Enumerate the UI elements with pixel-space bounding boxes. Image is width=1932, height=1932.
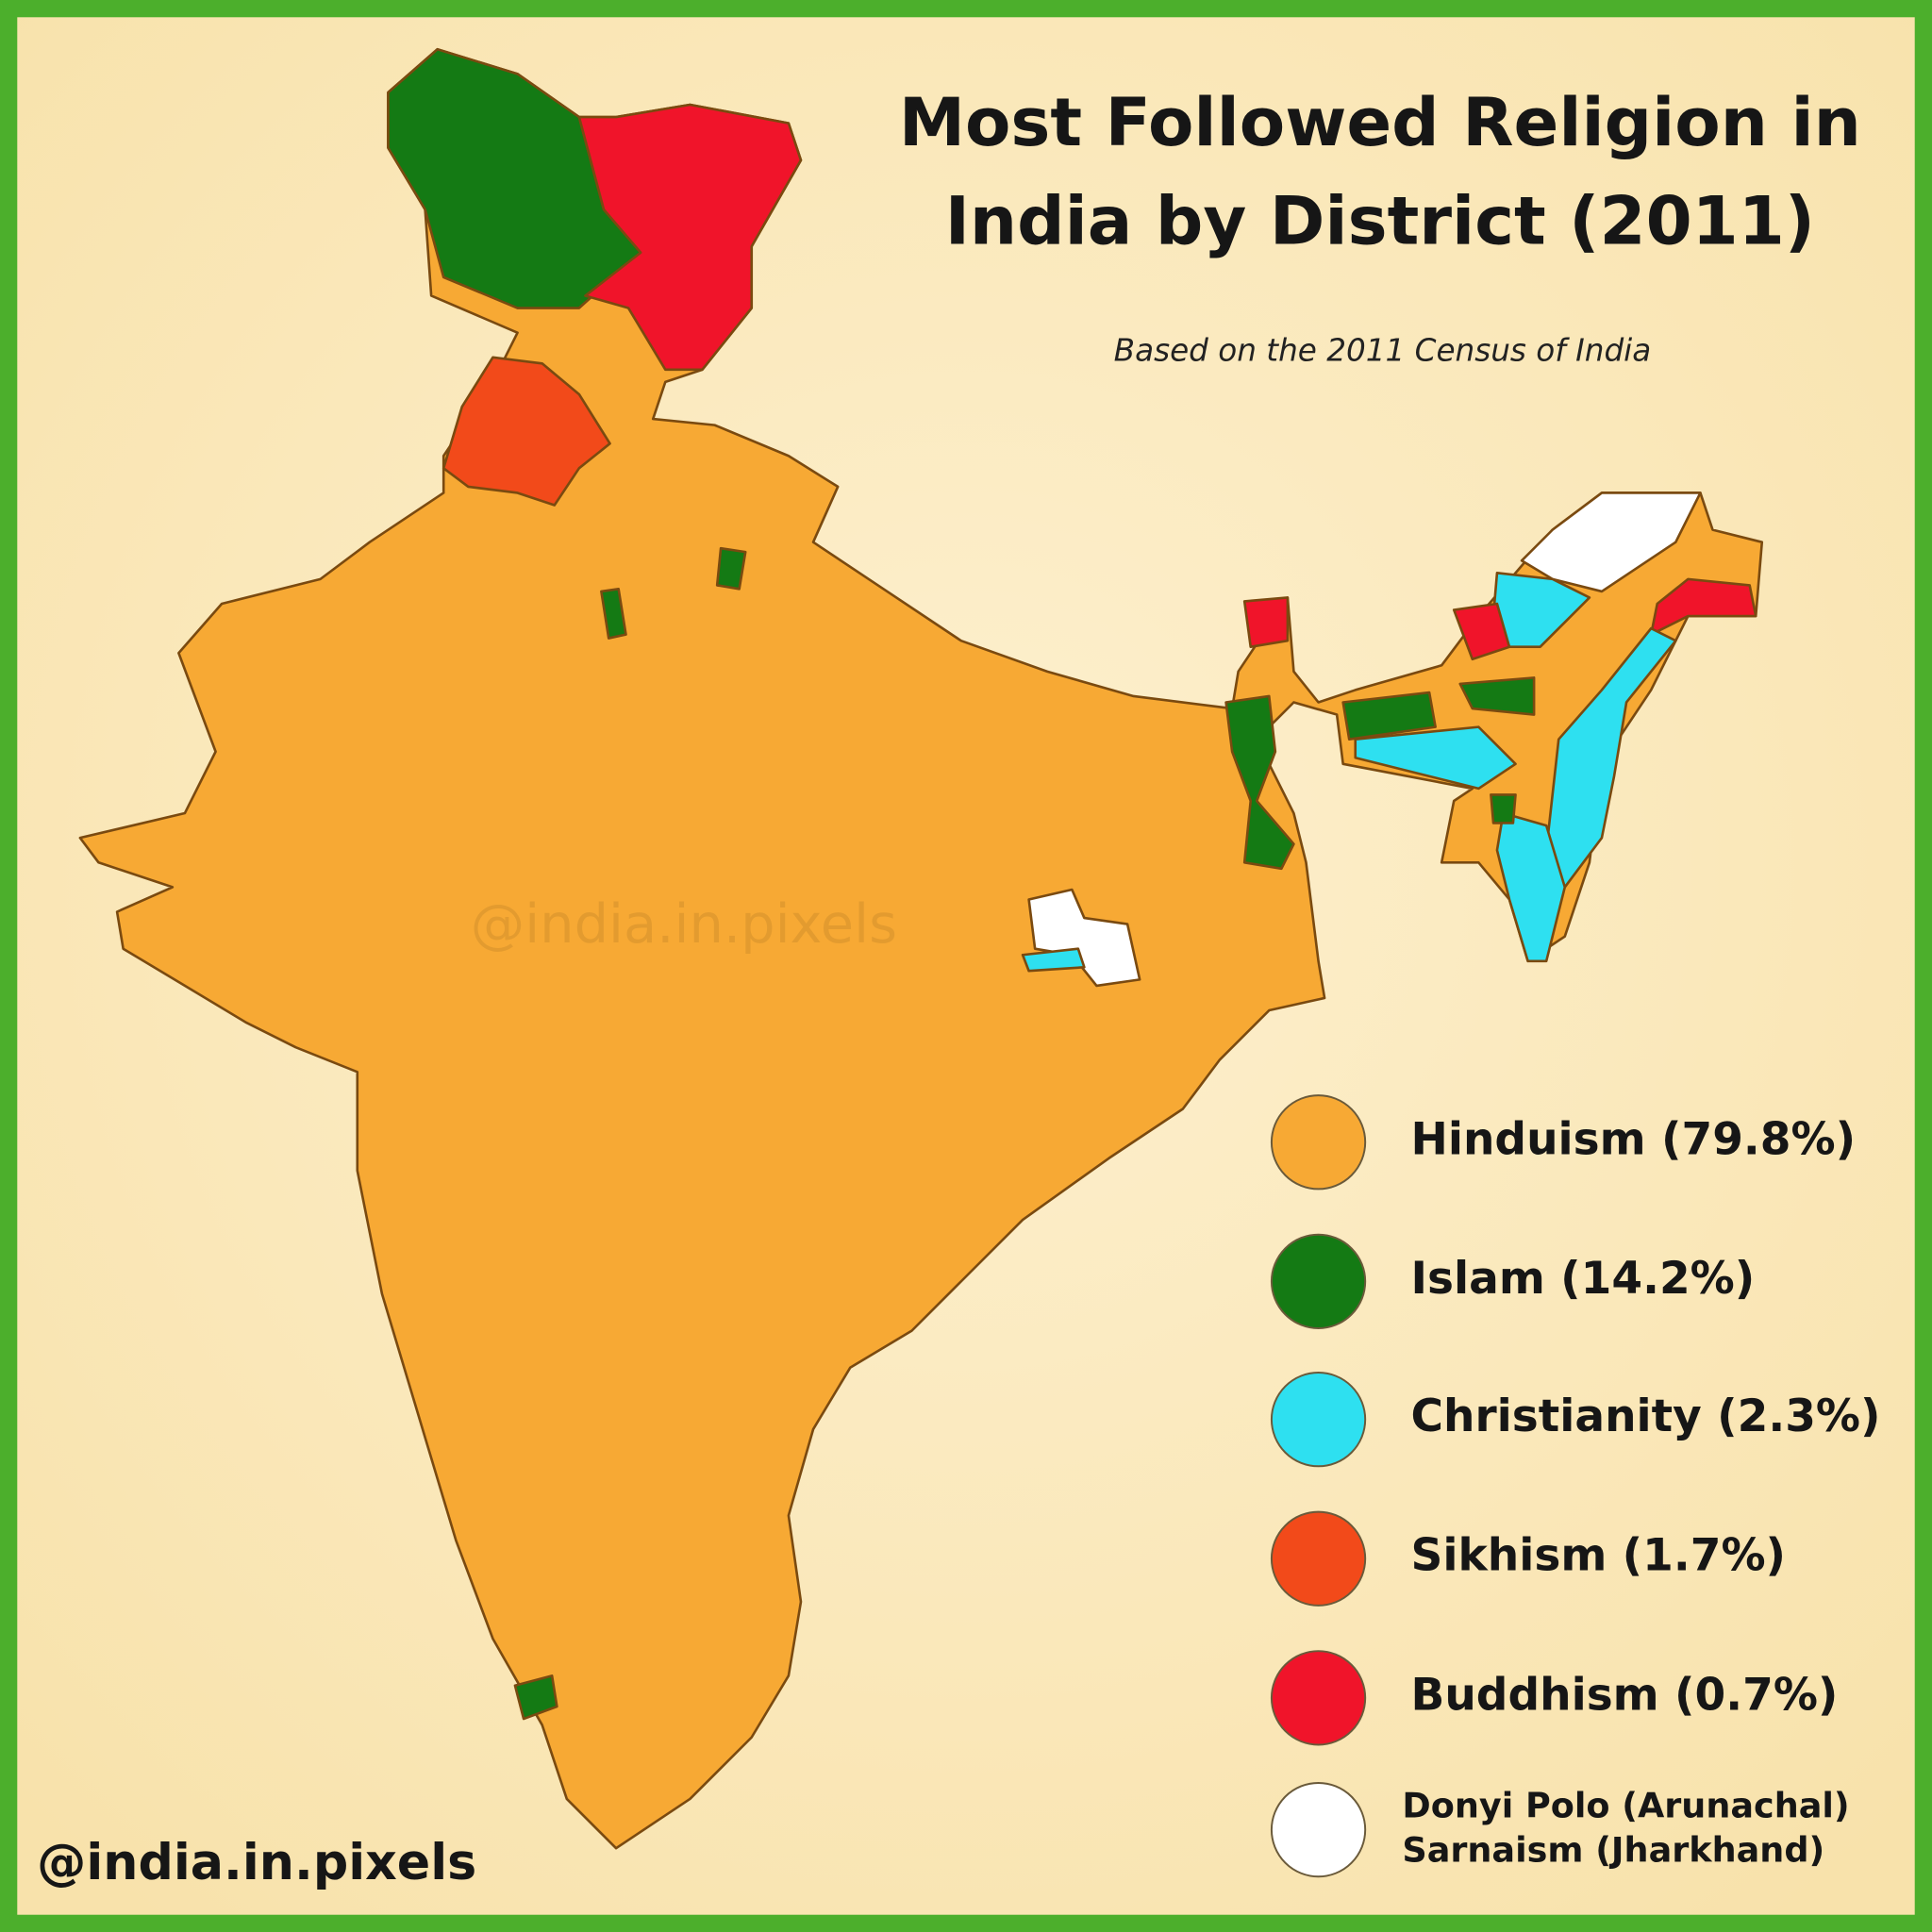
punjab xyxy=(441,356,611,507)
legend-label: Christianity (2.3%) xyxy=(1411,1391,1881,1442)
legend-label: Islam (14.2%) xyxy=(1411,1253,1756,1305)
legend-label: Donyi Polo (Arunachal) xyxy=(1402,1786,1849,1826)
subtitle: Based on the 2011 Census of India xyxy=(1114,333,1652,369)
rampur xyxy=(715,546,747,591)
legend-swatch xyxy=(1270,1233,1367,1329)
legend: Hinduism (79.8%) Islam (14.2%) Christianit… xyxy=(1270,1094,1881,1878)
india-map xyxy=(78,47,1764,1850)
watermark: @india.in.pixels xyxy=(471,892,897,956)
legend-label: Buddhism (0.7%) xyxy=(1411,1669,1839,1721)
tawang xyxy=(1452,602,1511,661)
legend-label: Hinduism (79.8%) xyxy=(1411,1113,1857,1165)
lower-assam xyxy=(1341,691,1437,741)
karimganj xyxy=(1490,793,1517,824)
legend-swatch xyxy=(1270,1510,1367,1607)
credit: @india.in.pixels xyxy=(37,1835,476,1891)
west-bengal-border xyxy=(1224,694,1295,871)
ladakh xyxy=(577,103,803,372)
legend-swatch xyxy=(1270,1094,1367,1191)
changlang xyxy=(1649,577,1757,636)
mizoram xyxy=(1495,811,1567,963)
legend-swatch xyxy=(1270,1372,1367,1468)
malappuram xyxy=(513,1674,558,1721)
legend-swatch xyxy=(1270,1781,1367,1878)
legend-label: Sarnaism (Jharkhand) xyxy=(1402,1830,1824,1871)
central-assam xyxy=(1458,676,1536,716)
arunachal xyxy=(1520,491,1702,593)
mewat xyxy=(600,588,627,640)
meghalaya xyxy=(1354,725,1517,791)
title-line: India by District (2011) xyxy=(945,183,1815,260)
sikkim xyxy=(1242,596,1290,649)
legend-label: Sikhism (1.7%) xyxy=(1411,1530,1787,1582)
simdega xyxy=(1021,947,1086,973)
jharkhand xyxy=(1027,888,1141,988)
nagaland-manipur xyxy=(1544,626,1677,889)
title-line: Most Followed Religion in xyxy=(899,84,1861,161)
legend-swatch xyxy=(1270,1650,1367,1746)
